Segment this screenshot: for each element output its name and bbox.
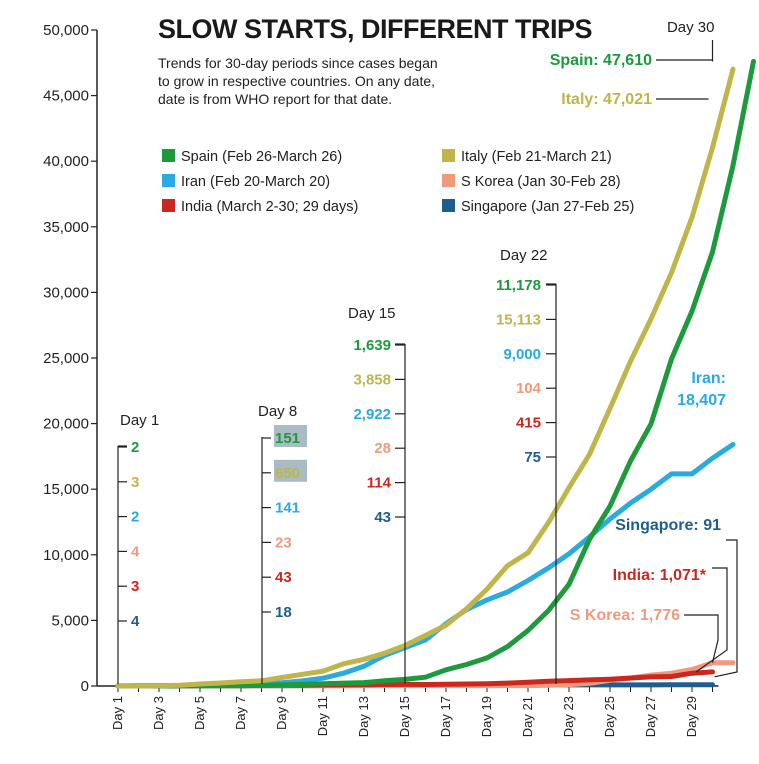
annotation-value-singapore: 43	[374, 509, 391, 526]
annotation-value-skorea: 104	[516, 380, 542, 397]
annotation-value-singapore: 75	[524, 449, 541, 466]
annotation-value-singapore: 18	[275, 604, 292, 621]
series-lines	[115, 58, 756, 689]
x-tick-label: Day 7	[233, 696, 248, 730]
y-tick-label: 20,000	[43, 416, 89, 433]
annotation-value-india: 415	[516, 415, 541, 432]
x-tick-label: Day 5	[192, 696, 207, 730]
axes: 0 5,000 10,000 15,000 20,000 25,000 30,000 35,0…	[43, 22, 719, 737]
series-line-iran	[115, 442, 736, 689]
y-tick-label: 30,000	[43, 284, 89, 301]
y-tick-label: 25,000	[43, 350, 89, 367]
annotation-day-8: Day 8 151 650 141 23 43 18	[258, 403, 307, 684]
legend-label-singapore: Singapore (Jan 27-Feb 25)	[461, 199, 634, 215]
y-tick-label: 0	[81, 678, 89, 695]
chart-title: SLOW STARTS, DIFFERENT TRIPS	[158, 14, 592, 44]
x-tick-label: Day 17	[438, 696, 453, 737]
legend-label-iran: Iran (Feb 20-March 20)	[181, 174, 330, 190]
annotation-title: Day 22	[500, 247, 548, 264]
end-label-spain: Spain: 47,610	[550, 52, 652, 69]
x-tick-label: Day 23	[561, 696, 576, 737]
subtitle-line-1: Trends for 30-day periods since cases be…	[158, 55, 438, 71]
annotation-highlight	[274, 425, 307, 447]
end-labels: Day 30 Spain: 47,610 Italy: 47,021 Iran: 18,…	[550, 19, 738, 678]
annotation-value-italy: 15,113	[496, 311, 541, 328]
annotation-value-india: 3	[131, 578, 139, 595]
leader-line-skorea	[684, 614, 719, 663]
legend-label-spain: Spain (Feb 26-March 26)	[181, 149, 342, 165]
legend-label-italy: Italy (Feb 21-March 21)	[461, 149, 612, 165]
annotation-value-italy: 650	[275, 465, 300, 482]
subtitle-line-2: to grow in respective countries. On any …	[158, 73, 435, 89]
legend-swatch-india	[162, 199, 175, 212]
annotation-value-iran: 2,922	[353, 406, 391, 423]
y-tick-label: 10,000	[43, 547, 89, 564]
legend-swatch-skorea	[442, 174, 455, 187]
x-tick-label: Day 11	[315, 696, 330, 736]
annotation-value-skorea: 4	[131, 543, 140, 560]
y-tick-label: 5,000	[51, 612, 89, 629]
annotation-value-iran: 9,000	[503, 346, 541, 363]
y-tick-label: 50,000	[43, 22, 89, 39]
annotation-value-italy: 3	[131, 474, 139, 491]
y-tick-label: 40,000	[43, 153, 89, 170]
x-tick-label: Day 29	[684, 696, 699, 737]
legend-swatch-spain	[162, 149, 175, 162]
legend: Spain (Feb 26-March 26) Italy (Feb 21-Mar…	[162, 149, 634, 215]
annotation-value-italy: 3,858	[353, 371, 391, 388]
annotation-title: Day 8	[258, 403, 297, 420]
x-tick-label: Day 21	[520, 696, 535, 737]
x-tick-label: Day 3	[151, 696, 166, 730]
annotation-day-22: Day 22 11,178 15,113 9,000 104 415 75	[496, 247, 557, 684]
end-label-iran: 18,407	[677, 392, 726, 409]
annotation-value-spain: 2	[131, 439, 139, 456]
y-tick-label: 45,000	[43, 88, 89, 105]
end-label-skorea: S Korea: 1,776	[570, 607, 680, 624]
annotation-value-spain: 1,639	[353, 337, 391, 354]
y-tick-label: 35,000	[43, 219, 89, 236]
end-label-iran: Iran:	[691, 370, 726, 387]
x-tick-label: Day 1	[110, 696, 125, 730]
end-label-italy: Italy: 47,021	[561, 91, 652, 108]
subtitle-line-3: date is from WHO report for that date.	[158, 91, 392, 107]
annotation-highlight	[274, 459, 307, 482]
annotation-title: Day 1	[120, 412, 159, 429]
y-tick-label: 15,000	[43, 481, 89, 498]
annotation-value-singapore: 4	[131, 613, 140, 630]
leader-line-singapore	[714, 539, 738, 678]
end-label-india: India: 1,071*	[613, 567, 707, 584]
annotation-value-iran: 141	[275, 500, 300, 517]
annotation-value-india: 43	[275, 569, 292, 586]
legend-swatch-singapore	[442, 199, 455, 212]
annotation-value-skorea: 23	[275, 534, 292, 551]
annotation-value-spain: 151	[275, 430, 300, 447]
series-line-spain	[115, 58, 756, 689]
day30-label: Day 30	[667, 19, 715, 36]
leader-line-spain	[656, 59, 714, 62]
annotation-value-iran: 2	[131, 509, 139, 526]
x-tick-label: Day 15	[397, 696, 412, 737]
header: SLOW STARTS, DIFFERENT TRIPS Trends for …	[158, 14, 593, 107]
end-label-singapore: Singapore: 91	[615, 517, 721, 534]
x-tick-label: Day 27	[643, 696, 658, 737]
legend-label-skorea: S Korea (Jan 30-Feb 28)	[461, 174, 621, 190]
x-tick-label: Day 9	[274, 696, 289, 730]
leader-line-india	[695, 567, 728, 673]
legend-swatch-italy	[442, 149, 455, 162]
x-tick-label: Day 19	[479, 696, 494, 737]
annotation-value-skorea: 28	[374, 440, 391, 457]
annotation-value-india: 114	[367, 475, 392, 492]
annotation-day-15: Day 15 1,639 3,858 2,922 28 114 43	[348, 305, 406, 684]
annotation-value-spain: 11,178	[496, 277, 541, 294]
legend-swatch-iran	[162, 174, 175, 187]
legend-label-india: India (March 2-30; 29 days)	[181, 199, 358, 215]
annotation-day-1: Day 1 2 3 2 4 3 4	[117, 412, 159, 684]
x-tick-label: Day 13	[356, 696, 371, 737]
x-tick-label: Day 25	[602, 696, 617, 737]
series-line-italy	[115, 66, 736, 689]
annotation-title: Day 15	[348, 305, 396, 322]
